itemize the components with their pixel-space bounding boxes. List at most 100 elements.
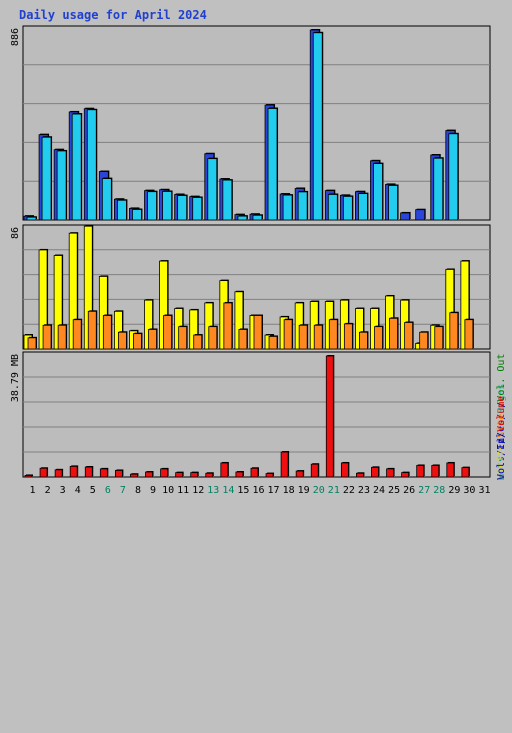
bar-sites-day-27 <box>419 331 429 350</box>
x-tick-label: 19 <box>298 485 310 496</box>
x-tick-label: 15 <box>237 485 249 496</box>
bar-volume-day-14 <box>220 462 229 478</box>
bar-sites-day-3 <box>57 324 67 350</box>
bar-sites-day-13 <box>208 326 218 350</box>
bar-sites-day-21 <box>328 319 338 350</box>
x-tick-label: 20 <box>313 485 325 496</box>
bar-sites-day-20 <box>313 324 323 350</box>
bar-sites-day-28 <box>434 326 444 350</box>
x-tick-label: 28 <box>433 485 445 496</box>
y-axis-max-label: 886 <box>10 28 21 46</box>
bar-sites-day-4 <box>72 319 82 350</box>
bar-volume-day-16 <box>250 467 259 478</box>
x-tick-label: 8 <box>135 485 141 496</box>
bar-files-day-7 <box>116 199 127 221</box>
bar-volume-day-2 <box>39 467 48 478</box>
x-tick-label: 16 <box>252 485 264 496</box>
bar-volume-day-30 <box>461 467 470 478</box>
bar-volume-day-27 <box>416 465 425 478</box>
x-tick-label: 22 <box>343 485 355 496</box>
bar-volume-day-21 <box>325 355 334 478</box>
x-tick-label: 14 <box>222 485 234 496</box>
bar-volume-day-3 <box>54 469 63 478</box>
bar-sites-day-8 <box>133 333 142 350</box>
bar-files-day-2 <box>41 136 52 221</box>
bar-volume-day-19 <box>295 470 304 478</box>
bar-volume-day-9 <box>145 471 153 478</box>
x-tick-label: 25 <box>388 485 400 496</box>
bar-sites-day-18 <box>283 319 293 350</box>
bar-sites-day-6 <box>102 315 112 350</box>
x-tick-label: 6 <box>105 485 111 496</box>
bar-volume-day-8 <box>130 473 138 478</box>
bar-files-day-11 <box>177 195 188 221</box>
x-tick-label: 17 <box>268 485 280 496</box>
bar-sites-day-9 <box>148 329 157 350</box>
bar-files-day-8 <box>132 209 142 221</box>
bar-sites-day-19 <box>298 324 308 350</box>
legend-separator: / <box>496 431 507 438</box>
bar-files-day-21 <box>327 194 338 221</box>
bar-volume-day-22 <box>340 462 349 478</box>
x-tick-label: 24 <box>373 485 385 496</box>
bar-files-day-18 <box>282 194 293 221</box>
x-tick-label: 18 <box>283 485 295 496</box>
x-tick-label: 27 <box>418 485 430 496</box>
y-axis-max-label: 86 <box>10 227 21 239</box>
bar-files-day-12 <box>192 197 203 221</box>
x-tick-label: 1 <box>30 485 36 496</box>
bar-volume-day-7 <box>114 470 123 478</box>
bar-sites-day-22 <box>343 323 353 350</box>
bar-volume-day-15 <box>235 471 244 478</box>
bar-sites-day-29 <box>449 312 459 350</box>
bar-sites-day-15 <box>238 329 248 350</box>
x-tick-label: 9 <box>150 485 156 496</box>
bar-volume-day-26 <box>401 472 410 478</box>
bar-volume-day-4 <box>69 465 78 478</box>
bar-volume-day-24 <box>371 466 379 478</box>
x-tick-label: 26 <box>403 485 415 496</box>
bar-volume-day-29 <box>446 462 455 478</box>
bar-volume-day-23 <box>356 472 364 478</box>
bar-volume-day-11 <box>175 472 184 478</box>
x-tick-label: 30 <box>463 485 475 496</box>
bar-files-day-24 <box>373 163 383 221</box>
x-tick-label: 11 <box>177 485 189 496</box>
bar-sites-day-24 <box>374 326 383 350</box>
bar-files-day-10 <box>162 191 172 221</box>
y-axis-max-label: 38.79 MB <box>10 354 21 402</box>
bar-volume-day-28 <box>431 465 440 478</box>
bar-sites-day-25 <box>389 317 398 350</box>
x-tick-label: 12 <box>192 485 204 496</box>
x-tick-label: 5 <box>90 485 96 496</box>
bar-files-day-20 <box>312 32 323 221</box>
legend-volume: Volume <box>496 395 507 432</box>
x-tick-label: 29 <box>448 485 460 496</box>
bar-files-day-23 <box>358 193 368 221</box>
bar-hits-day-26 <box>400 212 411 221</box>
bar-volume-day-20 <box>310 463 319 478</box>
bar-files-day-4 <box>71 113 82 221</box>
bar-sites-day-30 <box>464 319 474 350</box>
x-tick-label: 2 <box>45 485 51 496</box>
x-tick-label: 31 <box>478 485 490 496</box>
bar-files-day-25 <box>388 185 398 221</box>
bar-sites-day-11 <box>178 326 188 350</box>
x-tick-label: 10 <box>162 485 174 496</box>
bar-sites-day-2 <box>42 324 52 350</box>
legend-panel-volume: Vol. In/Volume <box>493 110 511 480</box>
bar-files-day-15 <box>237 215 248 221</box>
bar-sites-day-23 <box>359 331 368 350</box>
bar-files-day-6 <box>101 178 112 221</box>
bar-files-day-5 <box>86 109 97 221</box>
x-tick-label: 7 <box>120 485 126 496</box>
bar-volume-day-18 <box>280 451 289 478</box>
bar-files-day-17 <box>267 108 278 221</box>
bar-files-day-9 <box>147 191 157 221</box>
bar-files-day-19 <box>297 191 308 221</box>
bar-volume-day-6 <box>99 468 108 478</box>
bar-files-day-3 <box>56 150 67 221</box>
bar-sites-day-17 <box>268 336 278 350</box>
bar-sites-day-5 <box>87 310 97 350</box>
